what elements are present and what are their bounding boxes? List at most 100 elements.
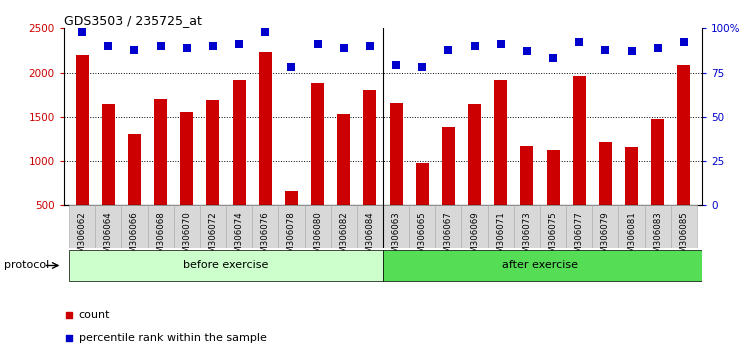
Bar	[494, 80, 507, 250]
Point	[155, 43, 167, 49]
Bar	[383, 205, 409, 248]
Text: GSM306065: GSM306065	[418, 212, 427, 264]
Bar	[95, 205, 122, 248]
Point	[364, 43, 376, 49]
Bar	[547, 149, 559, 250]
Bar	[357, 205, 383, 248]
Text: GSM306077: GSM306077	[575, 212, 584, 264]
Text: percentile rank within the sample: percentile rank within the sample	[79, 333, 267, 343]
Text: GSM306080: GSM306080	[313, 212, 322, 264]
Point	[495, 41, 507, 47]
Point	[338, 45, 350, 51]
Point	[181, 45, 193, 51]
Bar	[651, 120, 664, 250]
Bar	[285, 191, 298, 250]
Text: GDS3503 / 235725_at: GDS3503 / 235725_at	[64, 14, 202, 27]
Text: GSM306062: GSM306062	[77, 212, 86, 264]
Bar	[599, 143, 612, 250]
Text: after exercise: after exercise	[502, 261, 578, 270]
Point	[102, 43, 114, 49]
Point	[312, 41, 324, 47]
Bar	[416, 163, 429, 250]
Point	[76, 29, 88, 35]
Bar	[390, 103, 403, 250]
Text: GSM306081: GSM306081	[627, 212, 636, 264]
Point	[469, 43, 481, 49]
Bar	[520, 146, 533, 250]
Bar	[279, 205, 304, 248]
Bar	[304, 205, 330, 248]
Bar	[252, 205, 279, 248]
Bar	[200, 205, 226, 248]
Bar	[69, 205, 95, 248]
Text: GSM306083: GSM306083	[653, 212, 662, 264]
Bar	[671, 205, 697, 248]
Text: GSM306073: GSM306073	[523, 212, 532, 264]
Point	[207, 43, 219, 49]
Bar	[154, 99, 167, 250]
Bar	[625, 147, 638, 250]
Text: GSM306064: GSM306064	[104, 212, 113, 264]
Bar	[122, 205, 147, 248]
Text: GSM306074: GSM306074	[234, 212, 243, 264]
Text: GSM306066: GSM306066	[130, 212, 139, 264]
Point	[678, 40, 690, 45]
Text: before exercise: before exercise	[183, 261, 269, 270]
Bar	[409, 205, 436, 248]
Text: protocol: protocol	[4, 261, 49, 270]
Text: GSM306079: GSM306079	[601, 212, 610, 264]
Bar	[540, 205, 566, 248]
Bar	[593, 205, 619, 248]
Point	[521, 48, 533, 54]
Text: GSM306075: GSM306075	[548, 212, 557, 264]
Point	[626, 48, 638, 54]
Bar	[566, 205, 593, 248]
Point	[599, 47, 611, 52]
Bar	[442, 127, 455, 250]
Bar	[259, 52, 272, 250]
Point	[547, 56, 559, 61]
Bar	[128, 134, 141, 250]
Text: GSM306068: GSM306068	[156, 212, 165, 264]
Bar	[147, 205, 173, 248]
Point	[573, 40, 585, 45]
Point	[259, 29, 271, 35]
Text: GSM306071: GSM306071	[496, 212, 505, 264]
Bar	[468, 104, 481, 250]
Bar	[514, 205, 540, 248]
Point	[390, 63, 402, 68]
Point	[652, 45, 664, 51]
Text: GSM306069: GSM306069	[470, 212, 479, 264]
Point	[442, 47, 454, 52]
Text: GSM306070: GSM306070	[182, 212, 192, 264]
Bar	[383, 250, 702, 281]
Point	[64, 312, 75, 318]
Bar	[677, 65, 690, 250]
Text: GSM306076: GSM306076	[261, 212, 270, 264]
Bar	[487, 205, 514, 248]
Bar	[207, 100, 219, 250]
Bar	[76, 55, 89, 250]
Bar	[363, 90, 376, 250]
Point	[128, 47, 140, 52]
Bar	[337, 114, 350, 250]
Point	[285, 64, 297, 70]
Text: GSM306063: GSM306063	[391, 212, 400, 264]
Bar	[330, 205, 357, 248]
Bar	[69, 250, 383, 281]
Text: count: count	[79, 310, 110, 320]
Text: GSM306078: GSM306078	[287, 212, 296, 264]
Bar	[619, 205, 644, 248]
Bar	[436, 205, 462, 248]
Text: GSM306082: GSM306082	[339, 212, 348, 264]
Text: GSM306072: GSM306072	[209, 212, 218, 264]
Bar	[180, 112, 193, 250]
Text: GSM306085: GSM306085	[680, 212, 689, 264]
Bar	[173, 205, 200, 248]
Point	[64, 335, 75, 341]
Bar	[311, 83, 324, 250]
Bar	[644, 205, 671, 248]
Bar	[233, 80, 246, 250]
Text: GSM306067: GSM306067	[444, 212, 453, 264]
Bar	[573, 76, 586, 250]
